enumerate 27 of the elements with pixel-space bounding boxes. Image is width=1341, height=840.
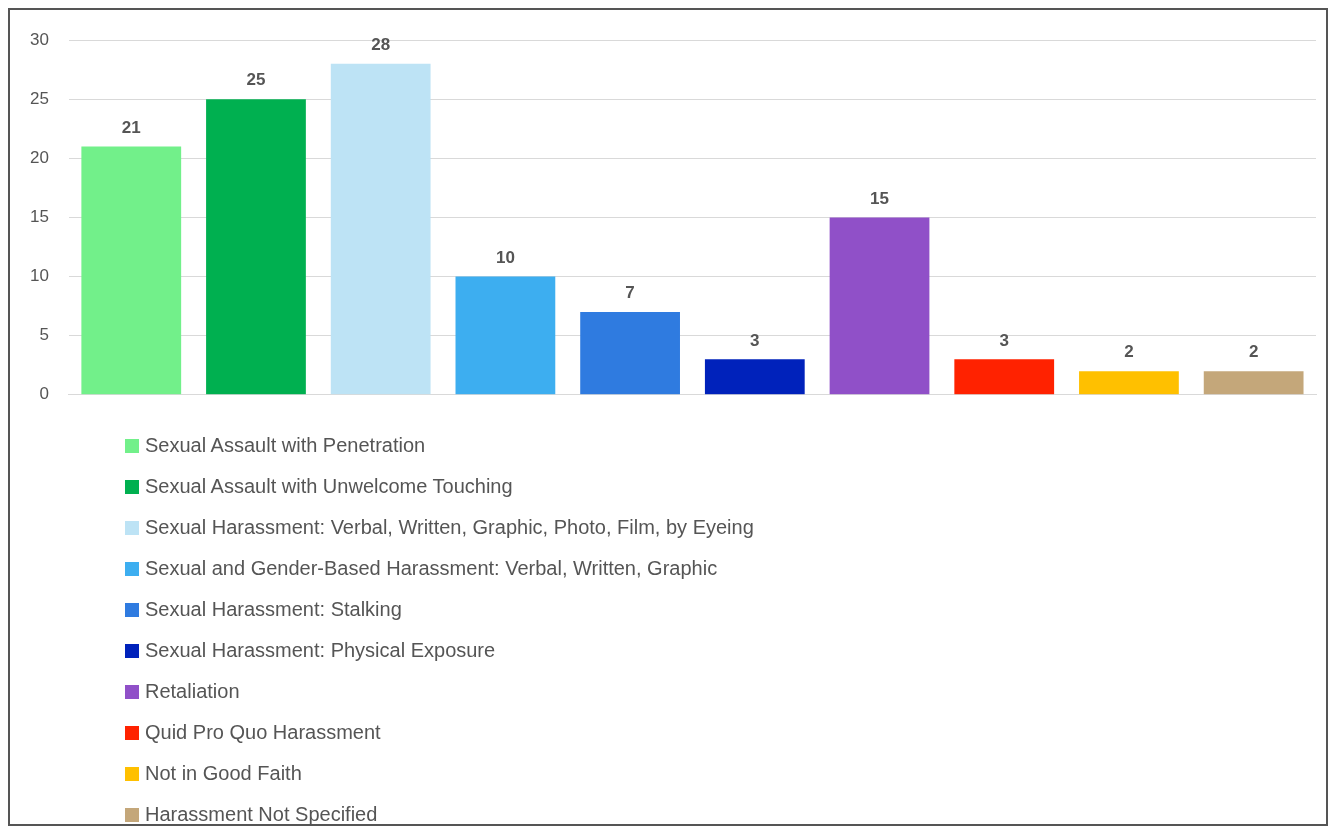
data-label: 2: [1248, 342, 1259, 362]
y-tick-label: 0: [39, 384, 49, 404]
legend-label: Quid Pro Quo Harassment: [145, 721, 381, 744]
y-tick-label: 20: [29, 148, 49, 168]
data-label: 3: [750, 330, 760, 350]
legend-label: Sexual Harassment: Verbal, Written, Graphic, Photo, Film, by Eyeing: [145, 516, 754, 539]
y-tick-label: 25: [29, 88, 49, 108]
data-label: 21: [121, 117, 141, 137]
legend-label: Sexual and Gender-Based Harassment: Verbal, Written, Graphic: [145, 557, 718, 580]
legend-label: Sexual Harassment: Physical Exposure: [145, 639, 496, 662]
y-tick-label: 15: [29, 207, 49, 227]
data-label: 3: [999, 330, 1009, 350]
y-tick-label: 5: [39, 325, 49, 345]
legend-label: Not in Good Faith: [145, 762, 302, 785]
legend-label: Sexual Assault with Penetration: [145, 434, 426, 457]
data-label: 7: [625, 283, 635, 303]
data-label: 28: [371, 35, 391, 55]
data-label: 25: [246, 70, 266, 90]
y-tick-label: 10: [29, 266, 49, 286]
data-label: 2: [1124, 342, 1134, 362]
data-label: 15: [870, 188, 889, 208]
legend-label: Retaliation: [145, 680, 240, 703]
legend-label: Sexual Harassment: Stalking: [145, 598, 402, 621]
legend-label: Sexual Assault with Unwelcome Touching: [145, 475, 513, 498]
legend-label: Harassment Not Specified: [145, 803, 378, 826]
data-label: 10: [495, 247, 515, 267]
y-tick-label: 30: [29, 29, 49, 49]
